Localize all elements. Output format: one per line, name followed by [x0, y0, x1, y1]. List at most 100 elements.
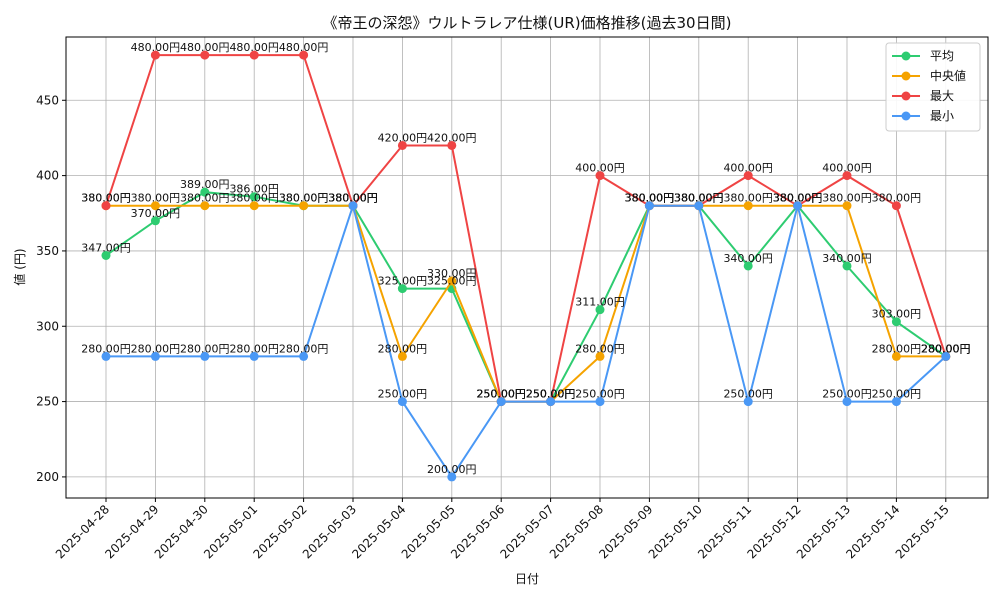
data-point: [397, 140, 407, 150]
data-point: [595, 171, 605, 181]
data-label: 303.00円: [872, 308, 922, 321]
data-point: [299, 50, 309, 60]
data-label: 380.00円: [81, 192, 131, 205]
data-label: 480.00円: [229, 41, 279, 54]
data-label: 250.00円: [476, 388, 526, 401]
data-point: [694, 201, 704, 211]
data-point: [299, 201, 309, 211]
data-label: 330.00円: [427, 267, 477, 280]
series-layer: [101, 50, 951, 482]
data-label: 250.00円: [476, 388, 526, 401]
data-label: 480.00円: [279, 41, 329, 54]
data-label: 380.00円: [279, 192, 329, 205]
data-label: 380.00円: [674, 192, 724, 205]
data-point: [743, 397, 753, 407]
data-point: [842, 171, 852, 181]
y-tick-label: 250: [36, 395, 59, 409]
data-label: 400.00円: [822, 162, 872, 175]
legend-box: [885, 42, 981, 132]
data-point: [546, 397, 556, 407]
data-label: 380.00円: [674, 192, 724, 205]
y-axis-label: 値 (円): [12, 248, 27, 285]
legend-marker: [901, 51, 911, 61]
legend-label: 中央値: [930, 68, 966, 83]
data-label: 389.00円: [180, 178, 230, 191]
data-point: [743, 261, 753, 271]
data-label: 250.00円: [872, 388, 922, 401]
data-label: 380.00円: [773, 192, 823, 205]
data-point: [447, 472, 457, 482]
data-point: [595, 397, 605, 407]
data-point: [299, 351, 309, 361]
data-point: [842, 261, 852, 271]
data-label: 380.00円: [81, 192, 131, 205]
data-point: [200, 187, 210, 197]
y-tick-label: 450: [36, 93, 59, 107]
data-label: 280.00円: [575, 342, 625, 355]
data-label: 370.00円: [131, 207, 181, 220]
data-point: [447, 276, 457, 286]
data-label: 325.00円: [427, 275, 477, 288]
data-point: [397, 284, 407, 294]
legend-label: 平均: [930, 49, 954, 63]
legend-marker: [901, 111, 911, 121]
plot-frame: [65, 36, 989, 499]
data-label: 380.00円: [328, 192, 378, 205]
data-label: 250.00円: [822, 388, 872, 401]
data-label: 280.00円: [921, 342, 971, 355]
data-label: 250.00円: [526, 388, 576, 401]
data-point: [842, 201, 852, 211]
data-point: [743, 171, 753, 181]
data-label: 280.00円: [872, 342, 922, 355]
data-label: 380.00円: [625, 192, 675, 205]
x-axis-label: 日付: [515, 572, 539, 586]
data-point: [743, 201, 753, 211]
data-label: 280.00円: [81, 342, 131, 355]
data-point: [200, 50, 210, 60]
y-tick-label: 300: [36, 319, 59, 333]
data-label: 480.00円: [180, 41, 230, 54]
y-tick-label: 200: [36, 470, 59, 484]
data-label: 280.00円: [378, 342, 428, 355]
data-point: [496, 397, 506, 407]
data-label: 380.00円: [625, 192, 675, 205]
data-point: [595, 305, 605, 315]
data-label: 280.00円: [921, 342, 971, 355]
data-point: [595, 351, 605, 361]
data-point: [891, 397, 901, 407]
data-label: 200.00円: [427, 463, 477, 476]
data-label: 380.00円: [625, 192, 675, 205]
data-point: [249, 351, 259, 361]
data-label: 250.00円: [723, 388, 773, 401]
data-point: [150, 216, 160, 226]
legend-label: 最小: [930, 109, 954, 123]
series-line: [106, 204, 946, 403]
data-point: [249, 192, 259, 202]
data-label: 380.00円: [674, 192, 724, 205]
data-label: 325.00円: [378, 275, 428, 288]
data-label: 380.00円: [229, 192, 279, 205]
data-label: 386.00円: [229, 183, 279, 196]
data-point: [842, 397, 852, 407]
data-label: 380.00円: [328, 192, 378, 205]
data-label: 250.00円: [526, 388, 576, 401]
data-label: 250.00円: [378, 388, 428, 401]
data-label: 380.00円: [822, 192, 872, 205]
data-point: [891, 201, 901, 211]
chart-title: 《帝王の深怨》ウルトラレア仕様(UR)価格推移(過去30日間): [323, 14, 732, 32]
data-label: 250.00円: [526, 388, 576, 401]
data-label: 420.00円: [378, 131, 428, 144]
data-point: [397, 351, 407, 361]
data-label: 380.00円: [773, 192, 823, 205]
data-point: [644, 201, 654, 211]
data-label: 420.00円: [427, 131, 477, 144]
data-label: 380.00円: [180, 192, 230, 205]
data-point: [101, 351, 111, 361]
data-label: 380.00円: [872, 192, 922, 205]
data-label: 400.00円: [575, 162, 625, 175]
data-label: 280.00円: [180, 342, 230, 355]
data-point: [101, 250, 111, 260]
